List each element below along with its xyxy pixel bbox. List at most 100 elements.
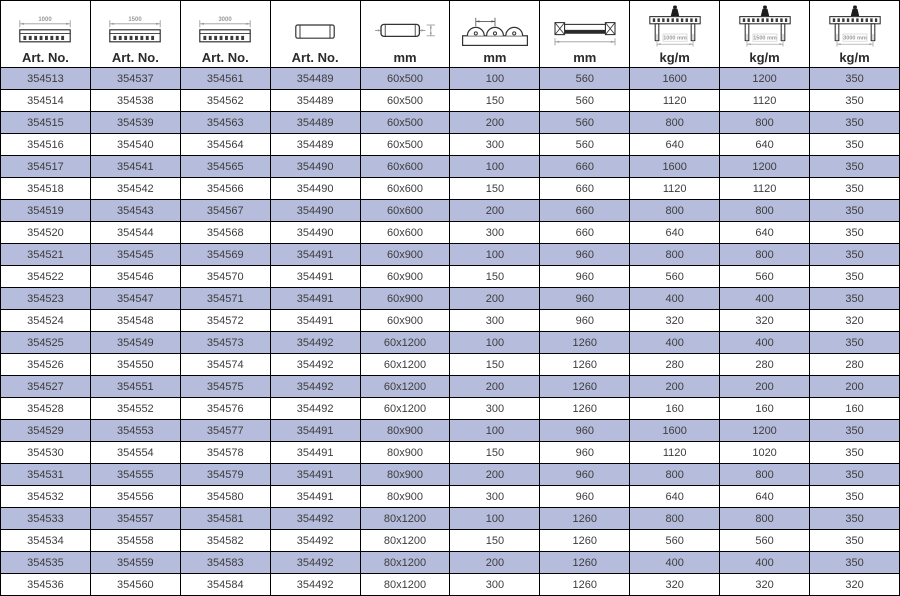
cell: 354541: [89, 155, 181, 178]
svg-text:1500: 1500: [129, 17, 143, 23]
cell: 350: [809, 485, 900, 508]
cell: 60x900: [359, 309, 451, 332]
roller-dimension-icon: [361, 13, 450, 49]
cell: 354536: [0, 573, 91, 596]
cell: 354540: [89, 133, 181, 156]
cell: 160: [629, 397, 721, 420]
column-header-roller-size-mm: mm: [359, 0, 451, 68]
cell: 354568: [179, 221, 271, 244]
cell: 200: [449, 463, 541, 486]
table-row: 354526 354550 354574 354492 60x1200 150 1260 28…: [0, 353, 900, 376]
cell: 300: [449, 573, 541, 596]
cell: 354547: [89, 287, 181, 310]
cell: 354537: [89, 67, 181, 90]
cell: 640: [629, 221, 721, 244]
cell: 350: [809, 177, 900, 200]
cell: 1200: [719, 155, 811, 178]
cell: 354544: [89, 221, 181, 244]
cell: 300: [449, 221, 541, 244]
cell: 354551: [89, 375, 181, 398]
cell: 354490: [269, 199, 361, 222]
cell: 354490: [269, 221, 361, 244]
cell: 354492: [269, 331, 361, 354]
cell: 960: [539, 463, 631, 486]
column-label: mm: [483, 50, 507, 65]
cell: 354579: [179, 463, 271, 486]
cell: 354531: [0, 463, 91, 486]
cell: 354528: [0, 397, 91, 420]
column-header-load-3000: 3000 mm kg/m: [809, 0, 900, 68]
cell: 280: [809, 353, 900, 376]
cell: 960: [539, 309, 631, 332]
table-row: 354529 354553 354577 354491 80x900 100 960 1600…: [0, 419, 900, 442]
cell: 80x1200: [359, 507, 451, 530]
cell: 100: [449, 67, 541, 90]
column-header-load-1500: 1500 mm kg/m: [719, 0, 811, 68]
table-row: 354522 354546 354570 354491 60x900 150 960 560 5…: [0, 265, 900, 288]
cell: 354525: [0, 331, 91, 354]
cell: 660: [539, 221, 631, 244]
cell: 400: [629, 551, 721, 574]
cell: 800: [629, 199, 721, 222]
cell: 354532: [0, 485, 91, 508]
cell: 354491: [269, 243, 361, 266]
cell: 560: [719, 265, 811, 288]
cell: 350: [809, 507, 900, 530]
cell: 354549: [89, 331, 181, 354]
cell: 100: [449, 419, 541, 442]
cell: 1120: [629, 177, 721, 200]
cell: 960: [539, 485, 631, 508]
cell: 560: [629, 265, 721, 288]
cell: 350: [809, 199, 900, 222]
cell: 80x900: [359, 485, 451, 508]
cell: 350: [809, 133, 900, 156]
table-row: 354517 354541 354565 354490 60x600 100 660 1600…: [0, 155, 900, 178]
table-row: 354530 354554 354578 354491 80x900 150 960 1120…: [0, 441, 900, 464]
cell: 800: [629, 507, 721, 530]
cell: 354527: [0, 375, 91, 398]
column-header-load-1000: 1000 mm kg/m: [629, 0, 721, 68]
cell: 640: [719, 133, 811, 156]
cell: 660: [539, 155, 631, 178]
cell: 60x900: [359, 265, 451, 288]
table-header: 1000 Art. No. 1500 Art. No. 3000 Art. No…: [0, 0, 900, 68]
cell: 1020: [719, 441, 811, 464]
cell: 1600: [629, 67, 721, 90]
cell: 800: [719, 111, 811, 134]
cell: 350: [809, 331, 900, 354]
cell: 1200: [719, 67, 811, 90]
cell: 354515: [0, 111, 91, 134]
column-header-artno-3000: 3000 Art. No.: [179, 0, 271, 68]
cell: 320: [809, 309, 900, 332]
column-label: kg/m: [749, 50, 780, 65]
cell: 800: [629, 243, 721, 266]
cell: 354571: [179, 287, 271, 310]
column-label: Art. No.: [201, 50, 249, 65]
cell: 1260: [539, 551, 631, 574]
cell: 100: [449, 155, 541, 178]
cell: 200: [629, 375, 721, 398]
cell: 280: [719, 353, 811, 376]
cell: 354553: [89, 419, 181, 442]
cell: 150: [449, 89, 541, 112]
cell: 354514: [0, 89, 91, 112]
cell: 354576: [179, 397, 271, 420]
cell: 354491: [269, 485, 361, 508]
cell: 354562: [179, 89, 271, 112]
cell: 354521: [0, 243, 91, 266]
cell: 354489: [269, 133, 361, 156]
cell: 354529: [0, 419, 91, 442]
cell: 354584: [179, 573, 271, 596]
table-row: 354515 354539 354563 354489 60x500 200 560 800 8…: [0, 111, 900, 134]
cell: 354546: [89, 265, 181, 288]
cell: 350: [809, 463, 900, 486]
cell: 160: [719, 397, 811, 420]
cell: 80x1200: [359, 573, 451, 596]
cell: 80x900: [359, 463, 451, 486]
roller-track-side-icon: 1000: [1, 13, 90, 49]
load-capacity-icon: 1500 mm: [720, 1, 809, 49]
cell: 1260: [539, 353, 631, 376]
cell: 800: [719, 463, 811, 486]
cell: 354524: [0, 309, 91, 332]
